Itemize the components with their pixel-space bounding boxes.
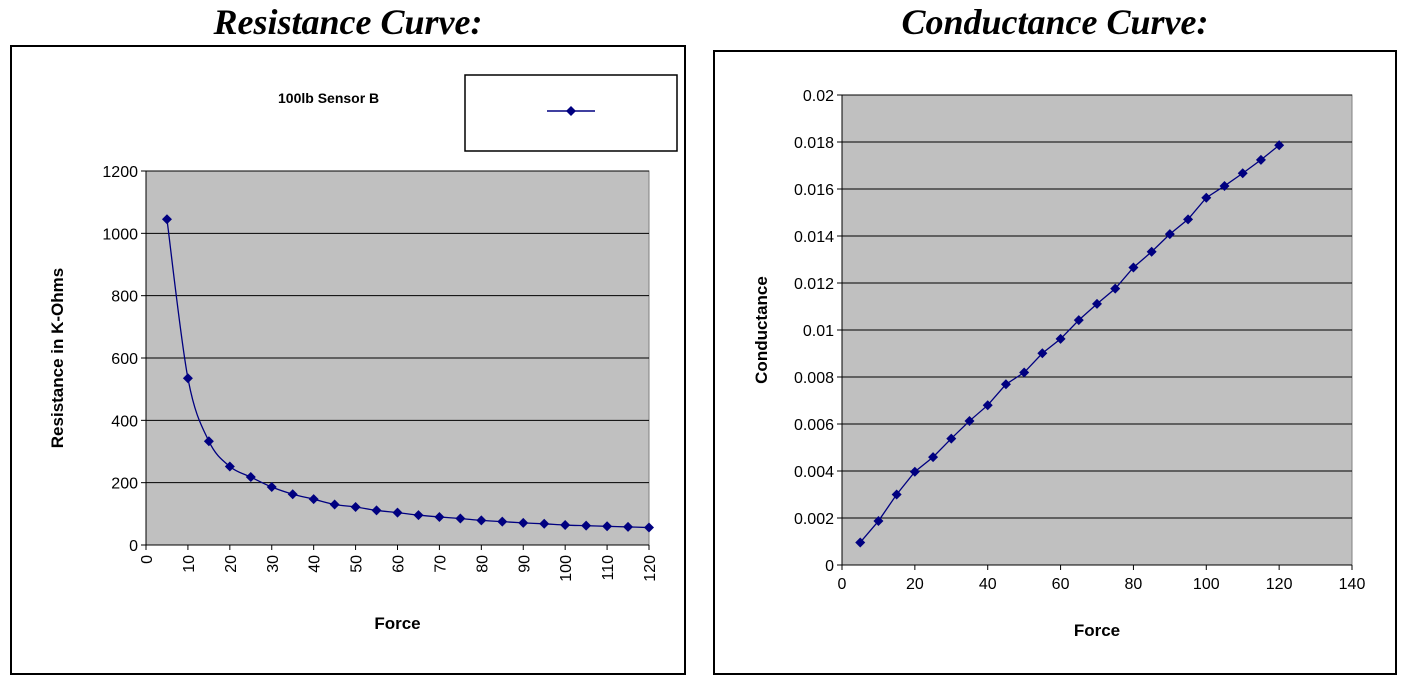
data-point [224,461,235,472]
data-point [1110,283,1121,294]
data-point [1237,168,1248,179]
data-point [964,415,975,426]
x-tick-label: 120 [1266,576,1293,593]
x-tick-label: 60 [1052,576,1070,593]
data-point [245,472,256,483]
y-tick-label: 0.006 [794,417,834,434]
y-axis-title: Resistance in K-Ohms [48,268,67,448]
x-tick-label: 120 [642,555,659,582]
data-point [1073,315,1084,326]
data-point [909,466,920,477]
x-tick-label: 40 [979,576,997,593]
data-point [329,499,340,510]
data-point [1055,333,1066,344]
data-point [602,521,613,532]
y-tick-label: 0 [825,558,834,575]
data-point [855,537,866,548]
x-tick-label: 50 [349,555,366,573]
y-tick-label: 0.008 [794,370,834,387]
data-point [161,214,172,225]
data-point [455,513,466,524]
y-tick-label: 800 [111,289,138,306]
x-tick-label: 0 [838,576,847,593]
legend-label: 100lb Sensor B [278,90,379,106]
data-point [644,522,654,533]
data-point [873,516,884,527]
x-tick-label: 60 [391,555,408,573]
conductance-curve-heading: Conductance Curve: [901,2,1209,42]
data-point [891,489,902,500]
x-axis-title: Force [1074,621,1120,640]
x-tick-label: 100 [558,555,575,582]
y-tick-label: 600 [111,351,138,368]
x-axis-title: Force [374,614,420,633]
data-point [350,501,361,512]
x-tick-label: 40 [307,555,324,573]
data-point [623,521,634,532]
data-point [518,517,529,528]
x-tick-label: 80 [1125,576,1143,593]
legend-marker [566,106,576,116]
data-point [434,511,445,522]
x-tick-label: 0 [139,555,156,564]
y-tick-label: 1200 [102,164,138,181]
data-point [392,507,403,518]
y-tick-label: 0.014 [794,229,834,246]
resistance-chart: 0 200 400 600 800 1000 1200 0 10 20 30 40 50 60 70 80 90… [48,74,678,633]
data-point [928,452,939,463]
y-axis-title: Conductance [752,276,771,384]
data-point [266,482,277,493]
data-point [539,518,550,529]
x-tick-label: 110 [600,555,617,581]
conductance-chart: 0 0.002 0.004 0.006 0.008 0.01 0.012 0.014 0.016… [752,88,1366,640]
resistance-chart-panel: 0 200 400 600 800 1000 1200 0 10 20 30 40 50 60 70 80 90… [10,45,686,675]
data-point [1219,180,1230,191]
conductance-chart-panel: 0 0.002 0.004 0.006 0.008 0.01 0.012 0.014 0.016… [713,50,1397,675]
y-tick-label: 0.002 [794,511,834,528]
data-point [1092,298,1102,309]
data-point [1037,348,1048,359]
data-point [1164,229,1175,240]
x-tick-label: 30 [265,555,282,573]
x-tick-label: 20 [906,576,924,593]
x-tick-label: 100 [1193,576,1220,593]
data-point [1274,140,1285,151]
resistance-curve-heading: Resistance Curve: [213,2,483,42]
data-point [1000,379,1011,390]
x-tick-label: 20 [223,555,240,573]
x-tick-label: 140 [1339,576,1366,593]
y-tick-label: 1000 [102,226,138,243]
y-tick-label: 0.02 [803,88,834,105]
x-tick-label: 80 [474,555,491,573]
data-point [203,436,214,447]
data-point [476,515,487,526]
data-point [182,373,193,384]
y-tick-label: 400 [111,413,138,430]
data-point [371,505,382,516]
data-point [560,520,571,531]
y-tick-label: 0.016 [794,182,834,199]
data-point [1146,246,1157,257]
x-tick-label: 10 [181,555,198,573]
y-tick-label: 0 [129,538,138,555]
data-point [1019,367,1030,378]
data-point [287,489,298,500]
y-tick-label: 0.01 [803,323,834,340]
data-point [1183,214,1194,225]
data-point [946,433,957,444]
data-point [581,520,592,531]
data-point [1255,154,1266,165]
x-tick-label: 70 [432,555,449,573]
y-tick-label: 0.004 [794,464,834,481]
x-tick-label: 90 [516,555,533,573]
data-point [982,400,993,411]
y-tick-label: 200 [111,476,138,493]
data-point [1128,262,1139,273]
y-tick-label: 0.012 [794,276,834,293]
y-tick-label: 0.018 [794,135,834,152]
data-point [308,494,319,505]
data-point [1201,192,1212,203]
data-point [497,516,508,527]
